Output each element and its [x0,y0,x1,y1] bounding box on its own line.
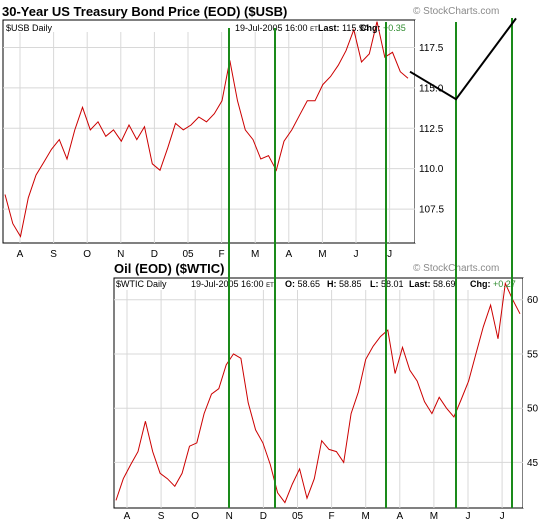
bond-y-axis-area [415,20,442,243]
oil-date: 19-Jul-2005 16:00 [191,279,264,289]
oil-open-value: 58.65 [298,279,321,289]
x-tick-label: M [251,249,259,260]
oil-last-value: 58.69 [433,279,456,289]
x-tick-label: A [124,511,131,522]
bond-tz: ET [310,27,318,33]
x-tick-label: M [362,511,370,522]
oil-x-axis: A S O N D 05 F M A M J J [124,511,505,522]
oil-y-axis: 45 50 55 60 [527,295,539,469]
oil-last-label: Last: [409,279,431,289]
annotation-vertical-lines [228,18,513,508]
oil-chg-label: Chg: [470,279,491,289]
oil-low-value: 58.01 [381,279,404,289]
y-tick-label: 107.5 [419,205,444,216]
x-tick-label: 05 [292,511,304,522]
x-tick-label: D [151,249,158,260]
bond-chg-value: +0.35 [383,23,406,33]
x-tick-label: S [158,511,165,522]
oil-y-axis-area [523,278,542,508]
x-tick-label: S [50,249,57,260]
bond-last-value: 115.94 [342,23,369,33]
oil-tz: ET [266,283,274,289]
bond-chart-title: 30-Year US Treasury Bond Price (EOD) ($U… [2,4,287,19]
bond-date: 19-Jul-2005 16:00 [235,23,308,33]
bond-chg-label: Chg: [360,23,381,33]
x-tick-label: J [466,511,471,522]
bond-last-label: Last: [318,23,340,33]
y-tick-label: 115.0 [419,83,444,94]
bond-x-axis: A S O N D 05 F M A M J J [17,249,392,260]
oil-chg-value: +0.27 [493,279,516,289]
bond-chart: 30-Year US Treasury Bond Price (EOD) ($U… [2,4,499,260]
oil-header: $WTIC Daily 19-Jul-2005 16:00 ET O: 58.6… [116,279,516,289]
x-tick-label: J [387,249,392,260]
oil-high-label: H: [327,279,337,289]
bond-symbol: $USB Daily [6,23,53,33]
x-tick-label: J [500,511,505,522]
y-tick-label: 110.0 [419,164,444,175]
y-tick-label: 55 [527,349,539,360]
bond-grid [3,32,415,243]
x-tick-label: M [430,511,438,522]
oil-chart-title: Oil (EOD) ($WTIC) [114,261,225,276]
y-tick-label: 117.5 [419,43,444,54]
y-tick-label: 45 [527,458,539,469]
bond-header: $USB Daily 19-Jul-2005 16:00 ET Last: 11… [6,23,406,33]
oil-plot-area [113,277,524,509]
x-tick-label: F [219,249,225,260]
oil-open-label: O: [285,279,295,289]
bond-price-series [4,21,409,238]
oil-symbol: $WTIC Daily [116,279,167,289]
oil-grid [114,290,523,508]
x-tick-label: O [191,511,199,522]
x-tick-label: F [329,511,335,522]
hand-drawn-trend-line [409,17,517,101]
x-tick-label: M [318,249,326,260]
x-tick-label: J [354,249,359,260]
bond-y-axis: 107.5 110.0 112.5 115.0 117.5 [419,43,444,216]
x-tick-label: A [285,249,292,260]
bond-plot-area [2,19,416,244]
y-tick-label: 60 [527,295,539,306]
y-tick-label: 112.5 [419,124,444,135]
x-tick-label: O [83,249,91,260]
oil-low-label: L: [370,279,379,289]
x-tick-label: A [17,249,24,260]
x-tick-label: N [117,249,124,260]
oil-price-series [115,281,521,504]
x-tick-label: N [226,511,233,522]
y-tick-label: 50 [527,404,539,415]
x-tick-label: D [260,511,267,522]
bond-watermark: © StockCharts.com [413,6,499,17]
x-tick-label: A [396,511,403,522]
oil-high-value: 58.85 [339,279,362,289]
x-tick-label: 05 [182,249,194,260]
